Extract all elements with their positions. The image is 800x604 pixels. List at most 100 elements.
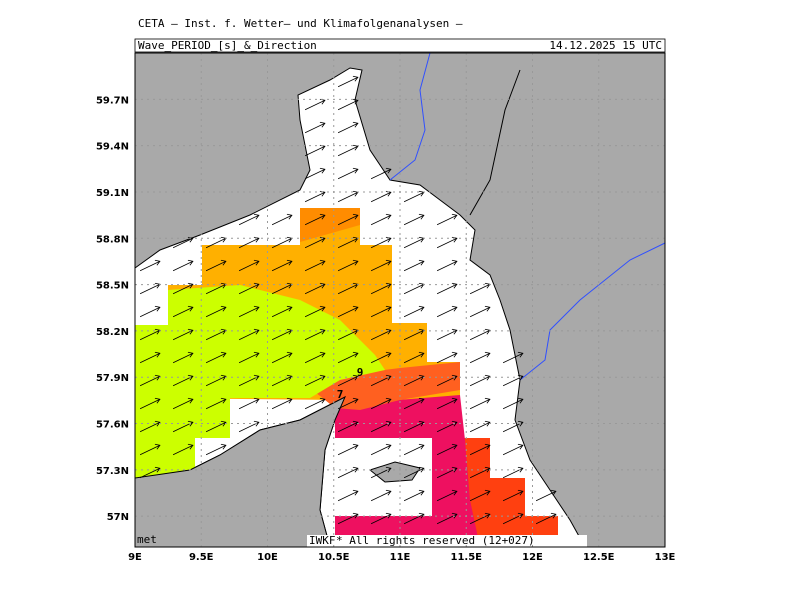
direction-arrow [172,397,194,410]
direction-arrow [304,397,326,410]
direction-arrow [337,512,359,525]
direction-arrow [469,489,491,502]
direction-arrow [469,443,491,456]
direction-arrow [172,374,194,387]
direction-arrow [271,397,293,410]
direction-arrow [271,213,293,226]
y-tick-label: 57.3N [96,466,129,477]
direction-arrow [304,282,326,295]
direction-arrow [205,351,227,364]
direction-arrow [304,259,326,272]
field-orange-red [315,362,460,410]
date: 14.12.2025 15 UTC [549,39,662,52]
direction-arrow [370,236,392,249]
direction-arrow [436,397,458,410]
institute: CETA — Inst. f. Wetter— und Klimafolgena… [138,17,463,30]
direction-arrow [436,305,458,318]
direction-arrow [535,489,557,502]
direction-arrow [370,374,392,387]
direction-arrow [370,282,392,295]
direction-arrow [271,374,293,387]
y-tick-label: 58.5N [96,281,129,292]
direction-arrow [271,328,293,341]
direction-arrow [172,351,194,364]
direction-arrow [370,328,392,341]
direction-arrow [370,489,392,502]
direction-arrow [337,328,359,341]
x-tick-label: 11.5E [450,552,482,563]
direction-arrow [403,420,425,433]
direction-arrow [139,305,161,318]
direction-arrow [139,351,161,364]
direction-arrow [238,374,260,387]
direction-arrow [205,328,227,341]
x-tick-label: 9.5E [189,552,214,563]
x-tick-label: 11E [390,552,411,563]
y-tick-label: 57.9N [96,373,129,384]
direction-arrow [436,351,458,364]
direction-arrow [205,259,227,272]
direction-arrow [205,374,227,387]
y-tick-label: 58.2N [96,327,129,338]
direction-arrow [238,259,260,272]
frame [134,52,666,548]
direction-arrow [337,144,359,157]
coast [469,69,521,216]
title: Wave_PERIOD_[s]_&_Direction [138,39,317,52]
direction-arrow [370,443,392,456]
y-tick-label: 58.8N [96,234,129,245]
direction-arrow [238,328,260,341]
direction-arrow [469,305,491,318]
y-tick-label: 57.6N [96,420,129,431]
direction-arrow [436,213,458,226]
direction-arrow [370,167,392,180]
direction-arrow [403,512,425,525]
direction-arrow [469,420,491,433]
direction-arrow [469,374,491,387]
direction-arrow [403,259,425,272]
direction-arrow [535,512,557,525]
direction-arrow [337,98,359,111]
direction-arrow [502,351,524,364]
direction-arrow [337,305,359,318]
direction-arrow [304,167,326,180]
direction-arrow [337,121,359,134]
direction-arrow [238,236,260,249]
direction-arrow [370,305,392,318]
direction-arrow [469,397,491,410]
direction-arrow [502,374,524,387]
direction-arrow [436,236,458,249]
direction-arrow [403,328,425,341]
direction-arrow [139,374,161,387]
direction-arrow [370,351,392,364]
direction-arrow [337,466,359,479]
direction-arrow [403,305,425,318]
direction-arrow [238,305,260,318]
direction-arrow [337,443,359,456]
direction-arrow [436,259,458,272]
title-box [134,38,666,53]
direction-arrow [172,328,194,341]
direction-arrow [238,397,260,410]
direction-arrow [139,466,161,479]
direction-arrow [304,351,326,364]
river [389,52,431,181]
x-tick-label: 12E [522,552,543,563]
x-tick-label: 10E [257,552,278,563]
direction-arrow [238,351,260,364]
direction-arrow [271,305,293,318]
direction-arrow [139,420,161,433]
direction-arrow [337,259,359,272]
direction-arrow [304,328,326,341]
direction-arrow [469,466,491,479]
y-tick-label: 59.4N [96,142,129,153]
direction-arrow [337,489,359,502]
rights: * All rights reserved (12+027) [336,534,535,547]
direction-arrow [271,259,293,272]
direction-arrow [205,397,227,410]
field-dark-orange [300,208,360,242]
direction-arrow [403,397,425,410]
direction-arrow [469,512,491,525]
